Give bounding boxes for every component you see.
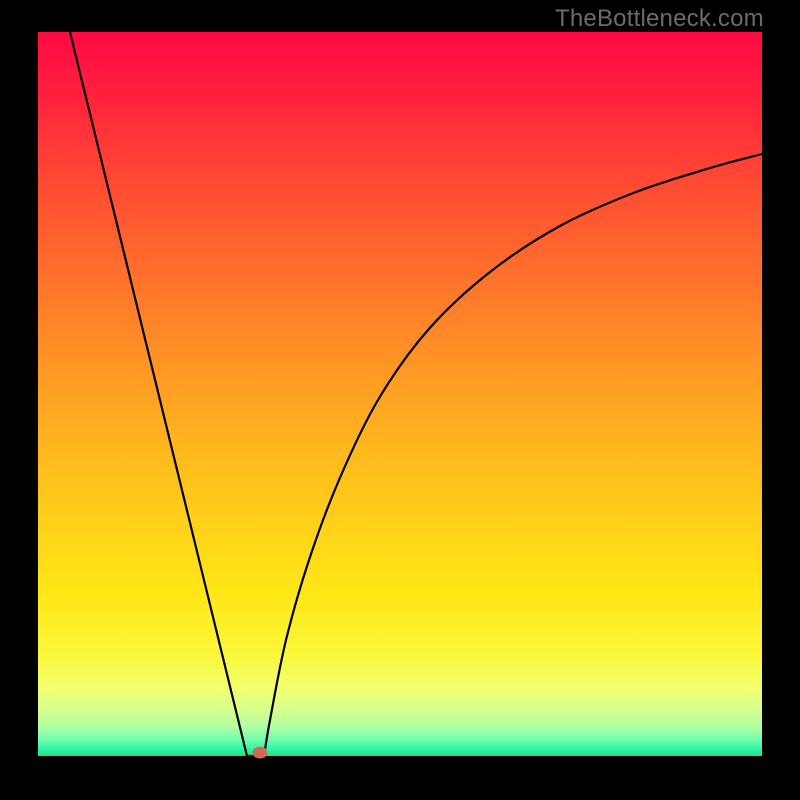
watermark-label: TheBottleneck.com — [555, 5, 764, 33]
plot-background — [38, 32, 762, 756]
optimal-point-marker — [253, 747, 268, 759]
chart-svg — [0, 0, 800, 800]
chart-stage: TheBottleneck.com — [0, 0, 800, 800]
